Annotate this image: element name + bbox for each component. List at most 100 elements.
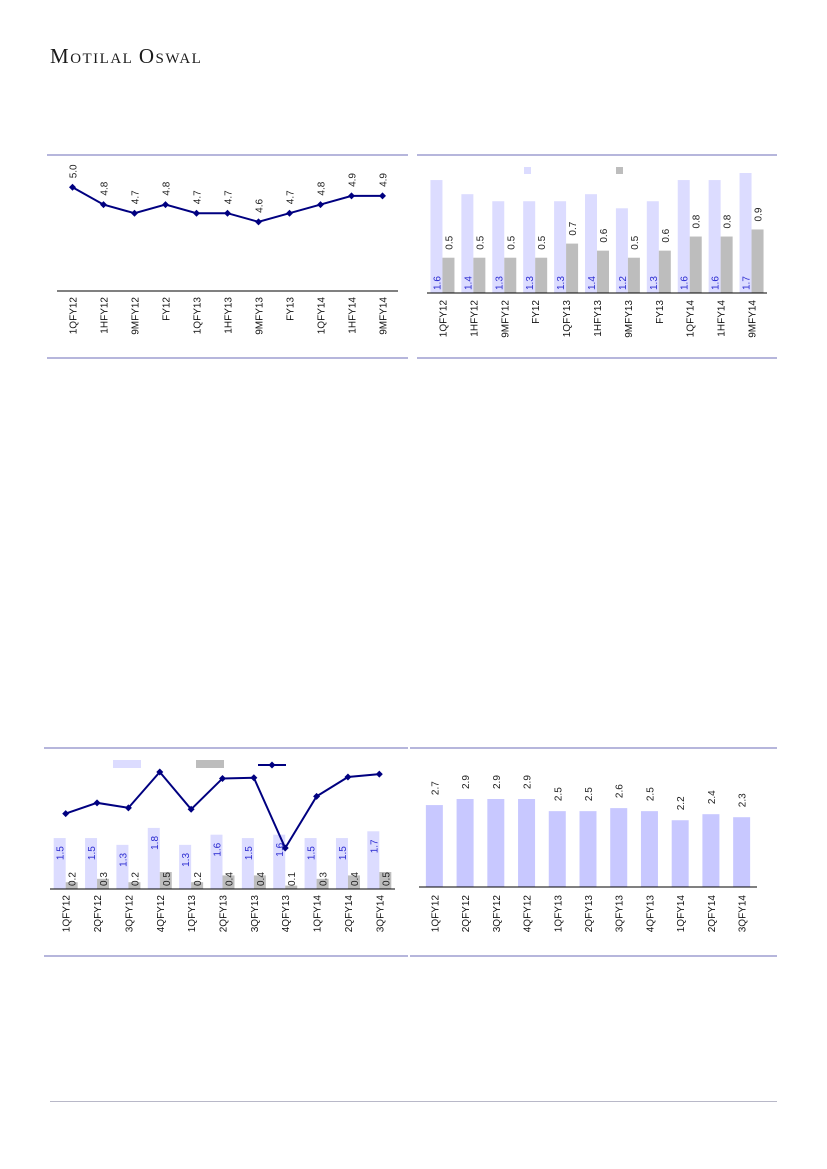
chart-3-data-label-series-2: 0.4 (350, 872, 361, 886)
chart-1-x-tick-label: 1QFY13 (193, 297, 204, 335)
chart-2-data-label-series-1: 1.7 (742, 276, 753, 290)
chart-3-bar-series-1 (367, 831, 380, 889)
chart-2-data-label-series-1: 1.6 (432, 276, 443, 290)
chart-3-bar-series-1 (85, 838, 98, 889)
chart-1-x-tick-label: 1HFY14 (348, 297, 359, 334)
chart-2-bar-series-1 (461, 194, 474, 293)
chart-3-data-label-series-2: 0.1 (287, 872, 298, 886)
chart-3-line-point (156, 768, 164, 776)
chart-3-data-label-series-2: 0.5 (162, 872, 173, 886)
chart-3-data-label-series-2: 0.4 (225, 872, 236, 886)
chart-3-x-tick-label: 4QFY12 (156, 895, 167, 933)
chart-3-x-tick-label: 2QFY13 (219, 895, 230, 933)
chart-3-bar-series-1 (53, 838, 66, 889)
chart-2-bar-series-1 (739, 173, 752, 293)
chart-4-data-label: 2.4 (707, 790, 718, 804)
chart-2-data-label-series-2: 0.5 (444, 235, 455, 249)
brand-rest-2: SWAL (155, 51, 203, 67)
chart-2-data-label-series-2: 0.5 (537, 235, 548, 249)
chart-2-data-label-series-1: 1.3 (494, 276, 505, 290)
chart-3-data-label-series-1: 1.3 (181, 853, 192, 867)
chart-2-data-label-series-2: 0.7 (568, 221, 579, 235)
chart-3-line-point (344, 773, 352, 781)
chart-3-x-tick-label: 4QFY13 (281, 895, 292, 933)
chart-2-bar-series-1 (492, 201, 505, 293)
brand-initial-2: O (138, 44, 156, 68)
chart-3-bar-series-1 (179, 844, 192, 889)
chart-1-x-tick-label: 9MFY13 (255, 297, 266, 335)
chart-1-x-tick-label: FY13 (286, 297, 297, 321)
chart-2-data-label-series-1: 1.3 (525, 276, 536, 290)
chart-2-bar-series-1 (677, 180, 690, 293)
chart-3-data-label-series-2: 0.3 (99, 872, 110, 886)
chart-4-bar (487, 799, 505, 887)
chart-3-bar-series-2 (97, 878, 110, 889)
chart-2-bar-series-2 (442, 257, 455, 293)
chart-3-data-label-series-1: 1.7 (369, 839, 380, 853)
chart-3-line-point (250, 774, 258, 782)
chart-2-x-tick-label: 1QFY14 (686, 300, 697, 338)
chart-3-data-label-series-1: 1.6 (275, 842, 286, 856)
chart-4-x-tick-label: 4QFY13 (645, 895, 656, 933)
chart-2-bar-series-1 (523, 201, 536, 293)
chart-3-line-point (313, 792, 321, 800)
chart-3-legend-swatch-2 (196, 760, 224, 768)
chart-3-data-label-series-2: 0.4 (256, 872, 267, 886)
chart-3-data-label-series-1: 1.3 (118, 853, 129, 867)
chart-3-data-label-series-1: 1.8 (150, 836, 161, 850)
chart-3-line-point (124, 804, 132, 812)
chart-2-x-tick-label: 9MFY13 (624, 300, 635, 338)
chart-3-data-label-series-2: 0.3 (319, 872, 330, 886)
chart-2-data-label-series-2: 0.6 (661, 228, 672, 242)
chart-4-bar (702, 814, 720, 887)
chart-3-data-label-series-1: 1.5 (307, 846, 318, 860)
chart-3-bar-series-2 (65, 882, 78, 889)
chart-2-bar-series-2 (627, 257, 640, 293)
chart-3-x-tick-label: 3QFY13 (250, 895, 261, 933)
brand-initial-1: M (50, 44, 71, 68)
chart-2-bar-series-2 (689, 236, 702, 293)
chart-1-point (193, 209, 200, 217)
chart-3: 1.50.21QFY121.50.32QFY121.30.23QFY121.80… (44, 747, 408, 957)
chart-3-data-label-series-1: 1.5 (56, 846, 67, 860)
chart-4-bar (671, 820, 689, 887)
chart-2-bar-series-1 (585, 194, 597, 293)
chart-4-data-label: 2.5 (645, 787, 656, 801)
chart-4-bar (640, 811, 658, 887)
chart-2-bar-series-2 (720, 236, 733, 293)
chart-1-point (69, 183, 76, 191)
chart-3-x-tick-label: 1QFY13 (187, 895, 198, 933)
chart-3-bar-series-2 (285, 885, 298, 889)
chart-1-x-tick-label: 9MFY14 (379, 297, 390, 335)
chart-3-data-label-series-1: 1.5 (244, 846, 255, 860)
chart-2-bar-series-1 (615, 208, 628, 293)
chart-3-data-label-series-2: 0.5 (381, 872, 392, 886)
chart-4-bar (548, 811, 566, 887)
chart-3-line-point (375, 770, 383, 778)
chart-2-data-label-series-1: 1.3 (649, 276, 660, 290)
chart-2-data-label-series-2: 0.8 (723, 214, 734, 228)
chart-3-line-point (62, 810, 70, 818)
chart-3-data-label-series-1: 1.5 (338, 846, 349, 860)
chart-3-legend-marker (268, 761, 276, 769)
chart-1-x-tick-label: 9MFY12 (131, 297, 142, 335)
chart-3-bar-series-2 (253, 875, 266, 889)
chart-4-x-tick-label: 4QFY12 (523, 895, 534, 933)
chart-1-x-tick-label: FY12 (162, 297, 173, 321)
chart-3-bar-series-1 (241, 838, 254, 889)
chart-3-x-tick-label: 1QFY12 (62, 895, 73, 933)
chart-1: 5.0 1QFY12 4.8 1HFY12 4.7 9MFY12 4.8 FY12 4.7 1QF… (47, 154, 408, 359)
chart-1-data-label: 4.9 (348, 173, 359, 187)
chart-4-data-label: 2.9 (523, 775, 534, 789)
chart-3-x-tick-label: 2QFY14 (344, 895, 355, 933)
chart-4-data-label: 2.2 (676, 796, 687, 810)
chart-2-data-label-series-2: 0.5 (506, 235, 517, 249)
chart-4-x-tick-label: 1QFY13 (553, 895, 564, 933)
chart-1-data-label: 4.7 (131, 190, 142, 204)
chart-4-bar (518, 799, 536, 887)
chart-2-data-label-series-1: 1.4 (463, 276, 474, 290)
chart-1-data-label: 4.7 (224, 190, 235, 204)
chart-1-data-label: 4.6 (255, 199, 266, 213)
chart-2-bar-series-2 (751, 229, 764, 293)
chart-3-line-point (281, 844, 289, 852)
